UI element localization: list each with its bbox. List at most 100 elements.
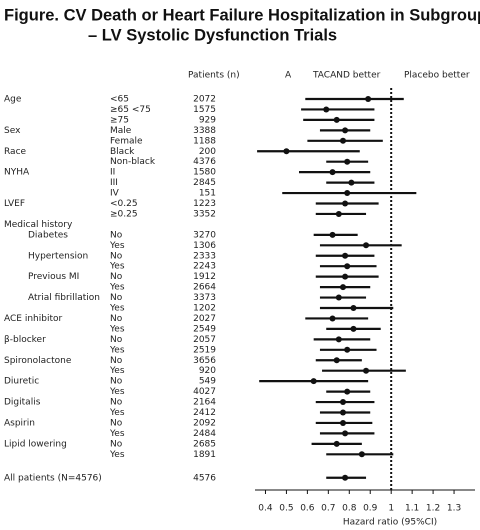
hazard-ratio-point: [340, 137, 346, 144]
patients-n: 2549: [193, 324, 216, 334]
hazard-ratio-point: [350, 325, 357, 332]
patients-n: 1580: [193, 168, 216, 178]
patients-n: 1912: [193, 272, 216, 282]
subgroup-title: Previous MI: [28, 272, 79, 282]
subgroup-label: Yes: [109, 345, 125, 355]
patients-n: 2164: [193, 398, 216, 408]
patients-n: 920: [199, 366, 216, 376]
patients-n: 200: [199, 147, 216, 157]
subgroup-label: III: [110, 178, 118, 188]
patients-n: 2243: [193, 262, 216, 272]
subgroup-label: ≥0.25: [110, 209, 138, 219]
group-label: Aspirin: [4, 418, 35, 428]
patients-n: 2412: [193, 408, 216, 418]
subgroup-label: Yes: [109, 262, 125, 272]
subgroup-label: No: [110, 293, 123, 303]
patients-n: 1575: [193, 105, 216, 115]
hazard-ratio-point: [344, 263, 351, 270]
hazard-ratio-point: [342, 430, 349, 437]
subgroup-label: Yes: [109, 304, 125, 314]
hazard-ratio-point: [335, 210, 342, 217]
x-tick-label: 1: [388, 504, 394, 514]
group-label: Race: [4, 147, 27, 157]
subgroup-label: Non-black: [110, 157, 156, 167]
hazard-ratio-point: [365, 96, 372, 102]
hazard-ratio-point: [342, 127, 349, 134]
group-label: Medical history: [4, 220, 73, 230]
patients-n: 1306: [193, 241, 216, 251]
patients-n: 1188: [193, 136, 216, 146]
hazard-ratio-point: [348, 179, 355, 186]
hazard-ratio-point: [310, 378, 317, 385]
patients-n: 2664: [193, 283, 216, 293]
patients-n: 2092: [193, 418, 216, 428]
subgroup-label: <65: [110, 95, 129, 105]
right-label: Placebo better: [404, 71, 470, 81]
subgroup-label: No: [110, 230, 123, 240]
hazard-ratio-point: [333, 116, 340, 123]
group-label: Diuretic: [4, 377, 39, 387]
x-tick-label: 0.8: [342, 504, 357, 514]
x-tick-label: 1.2: [426, 504, 440, 514]
hazard-ratio-point: [358, 451, 365, 458]
patients-n: 2027: [193, 314, 216, 324]
patients-n: 2845: [193, 178, 216, 188]
subgroup-title: Diabetes: [28, 230, 68, 240]
x-tick-label: 1.3: [447, 504, 461, 514]
patients-n: 929: [199, 115, 216, 125]
patients-n: 1202: [193, 304, 216, 314]
patients-n: 151: [199, 189, 216, 199]
patients-n: 2685: [193, 439, 216, 449]
patients-n: 3352: [193, 209, 216, 219]
hazard-ratio-point: [329, 315, 336, 322]
patients-n: 4576: [193, 473, 216, 483]
chart-title: Figure. CV Death or Heart Failure Hospit…: [4, 6, 480, 24]
subgroup-label: ≥65 <75: [110, 105, 151, 115]
hazard-ratio-point: [344, 190, 351, 197]
subgroup-label: No: [110, 398, 123, 408]
hazard-ratio-point: [329, 231, 336, 238]
chart-title: – LV Systolic Dysfunction Trials: [88, 26, 337, 44]
patients-n: 3373: [193, 293, 216, 303]
subgroup-label: No: [110, 251, 123, 261]
hazard-ratio-point: [344, 346, 351, 353]
subgroup-label: No: [110, 377, 123, 387]
patients-n: 2072: [193, 95, 216, 105]
hazard-ratio-point: [283, 148, 290, 155]
hazard-ratio-point: [333, 440, 340, 447]
group-label: NYHA: [4, 168, 30, 178]
x-tick-label: 1.1: [405, 504, 419, 514]
x-tick-label: 0.5: [279, 504, 293, 514]
hazard-ratio-point: [350, 305, 357, 311]
hazard-ratio-point: [342, 252, 349, 259]
subgroup-label: Yes: [109, 387, 125, 397]
group-label: ACE inhibitor: [4, 314, 62, 324]
subgroup-label: No: [110, 439, 123, 449]
subgroup-label: Male: [110, 126, 132, 136]
patients-n: 1223: [193, 199, 216, 209]
subgroup-label: IV: [110, 189, 120, 199]
subgroup-label: Female: [110, 136, 143, 146]
subgroup-label: Yes: [109, 324, 125, 334]
subgroup-title: Atrial fibrillation: [28, 293, 100, 303]
group-label: Lipid lowering: [4, 439, 67, 449]
subgroup-label: No: [110, 272, 123, 282]
group-label: Sex: [4, 126, 21, 136]
subgroup-label: No: [110, 356, 123, 366]
hazard-ratio-point: [329, 169, 336, 176]
subgroup-label: No: [110, 335, 123, 345]
subgroup-label: Black: [110, 147, 135, 157]
hazard-ratio-point: [335, 336, 342, 343]
patients-n: 549: [199, 377, 216, 387]
subgroup-label: No: [110, 418, 123, 428]
subgroup-label: Yes: [109, 366, 125, 376]
hazard-ratio-point: [323, 106, 330, 113]
hazard-ratio-point: [342, 200, 349, 207]
subgroup-title: Hypertension: [28, 251, 88, 261]
hazard-ratio-point: [340, 284, 346, 291]
panel-label: A: [285, 71, 292, 81]
subgroup-label: Yes: [109, 283, 125, 293]
subgroup-label: Yes: [109, 241, 125, 251]
patients-n: 2057: [193, 335, 216, 345]
